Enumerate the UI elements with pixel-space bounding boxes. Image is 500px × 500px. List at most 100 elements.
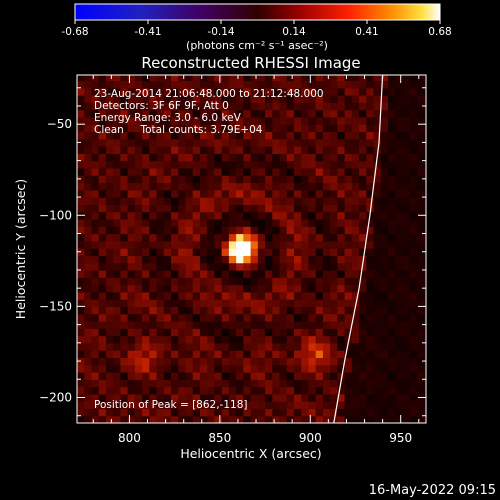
heatmap-cell (91, 269, 100, 278)
heatmap-cell (243, 116, 252, 125)
heatmap-cell (308, 335, 317, 344)
heatmap-cell (322, 320, 331, 329)
heatmap-cell (163, 248, 172, 256)
heatmap-cell (105, 291, 114, 300)
heatmap-cell (380, 401, 389, 410)
heatmap-cell (156, 80, 165, 89)
heatmap-cell (293, 342, 302, 351)
heatmap-cell (199, 160, 208, 169)
heatmap-cell (98, 357, 107, 366)
heatmap-cell (351, 357, 360, 366)
heatmap-cell (265, 415, 273, 423)
heatmap-cell (380, 75, 389, 82)
heatmap-cell (156, 197, 165, 205)
heatmap-cell (351, 95, 360, 103)
heatmap-cell (272, 124, 281, 133)
heatmap-cell (388, 95, 396, 103)
heatmap-cell (236, 306, 244, 315)
heatmap-cell (366, 248, 375, 256)
heatmap-cell (359, 248, 367, 256)
heatmap-cell (149, 262, 158, 271)
heatmap-cell (243, 138, 252, 147)
heatmap-cell (127, 320, 136, 329)
heatmap-cell (322, 291, 331, 300)
heatmap-cell (156, 211, 165, 220)
heatmap-cell (156, 160, 165, 169)
heatmap-cell (178, 357, 187, 366)
heatmap-cell (344, 102, 353, 111)
heatmap-cell (84, 175, 93, 184)
heatmap-cell (236, 233, 244, 242)
heatmap-cell (250, 116, 259, 125)
heatmap-cell (344, 248, 353, 256)
heatmap-cell (337, 218, 346, 227)
heatmap-cell (265, 218, 273, 227)
heatmap-cell (416, 379, 425, 388)
heatmap-cell (98, 197, 107, 205)
heatmap-cell (272, 350, 281, 359)
heatmap-cell (279, 116, 288, 125)
heatmap-cell (156, 233, 165, 242)
heatmap-cell (199, 306, 208, 315)
heatmap-cell (214, 364, 223, 373)
heatmap-cell (395, 189, 404, 198)
heatmap-cell (163, 393, 172, 402)
heatmap-cell (120, 146, 129, 154)
heatmap-cell (279, 138, 288, 147)
heatmap-cell (250, 218, 259, 227)
heatmap-cell (236, 335, 244, 344)
heatmap-cell (185, 153, 194, 162)
heatmap-cell (373, 371, 382, 380)
heatmap-cell (84, 80, 93, 89)
heatmap-cell (322, 240, 331, 249)
heatmap-cell (409, 350, 418, 359)
heatmap-cell (142, 284, 150, 293)
heatmap-cell (409, 87, 418, 96)
heatmap-cell (91, 262, 100, 271)
heatmap-cell (301, 95, 310, 103)
heatmap-cell (315, 408, 324, 417)
heatmap-cell (395, 277, 404, 286)
heatmap-cell (301, 153, 310, 162)
heatmap-cell (199, 262, 208, 271)
heatmap-cell (214, 124, 223, 133)
heatmap-cell (207, 342, 216, 351)
heatmap-cell (344, 116, 353, 125)
heatmap-cell (395, 357, 404, 366)
heatmap-cell (409, 160, 418, 169)
heatmap-cell (279, 291, 288, 300)
heatmap-cell (228, 277, 237, 286)
heatmap-cell (171, 284, 179, 293)
heatmap-cell (308, 262, 317, 271)
heatmap-cell (265, 124, 273, 133)
heatmap-cell (221, 364, 230, 373)
heatmap-cell (308, 138, 317, 147)
heatmap-cell (214, 197, 223, 205)
heatmap-cell (293, 160, 302, 169)
heatmap-cell (257, 357, 266, 366)
heatmap-cell (91, 342, 100, 351)
heatmap-cell (214, 342, 223, 351)
heatmap-cell (380, 306, 389, 315)
heatmap-cell (163, 408, 172, 417)
heatmap-cell (178, 335, 187, 344)
heatmap-cell (178, 109, 187, 118)
heatmap-cell (142, 233, 150, 242)
heatmap-cell (192, 269, 201, 278)
heatmap-cell (77, 95, 85, 103)
heatmap-cell (265, 364, 273, 373)
heatmap-cell (84, 138, 93, 147)
heatmap-cell (301, 124, 310, 133)
y-axis-label: Heliocentric Y (arcsec) (13, 179, 28, 319)
heatmap-cell (344, 138, 353, 147)
heatmap-cell (91, 393, 100, 402)
heatmap-cell (250, 131, 259, 140)
heatmap-cell (337, 197, 346, 205)
heatmap-cell (221, 226, 230, 235)
heatmap-cell (120, 131, 129, 140)
heatmap-cell (113, 291, 121, 300)
heatmap-cell (142, 379, 150, 388)
heatmap-cell (315, 248, 324, 256)
heatmap-cell (272, 299, 281, 307)
heatmap-cell (395, 160, 404, 169)
